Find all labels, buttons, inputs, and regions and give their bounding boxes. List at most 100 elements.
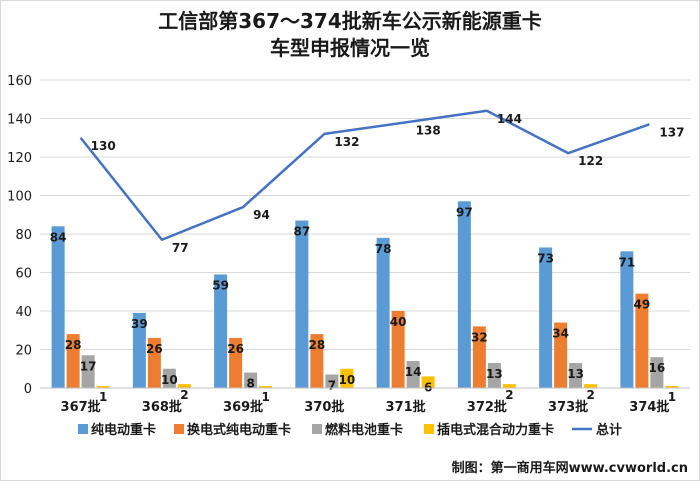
bar-data-label: 10 bbox=[161, 373, 178, 387]
y-tick-label: 140 bbox=[7, 113, 32, 128]
bar-data-label: 34 bbox=[552, 327, 569, 341]
bar-data-label: 13 bbox=[567, 367, 584, 381]
x-tick-label: 369批 bbox=[223, 399, 263, 415]
bar-data-label: 28 bbox=[65, 338, 82, 352]
legend-swatch bbox=[78, 424, 88, 434]
bar-data-label: 2 bbox=[505, 388, 513, 402]
bar-data-label: 14 bbox=[405, 365, 422, 379]
bar-layer bbox=[51, 201, 679, 388]
bar-data-label: 26 bbox=[146, 342, 163, 356]
legend-label: 总计 bbox=[596, 422, 622, 438]
line-data-label: 77 bbox=[172, 241, 189, 255]
total-line bbox=[79, 109, 650, 242]
legend-label: 燃料电池重卡 bbox=[325, 422, 403, 438]
bar bbox=[457, 201, 471, 388]
bar bbox=[244, 372, 258, 388]
bar bbox=[51, 226, 65, 388]
bar-data-label: 6 bbox=[424, 380, 432, 394]
chart-credit: 制图：第一商用车网www.cvworld.cn bbox=[452, 460, 688, 476]
x-tick-label: 368批 bbox=[142, 399, 182, 415]
bar-data-label: 32 bbox=[471, 330, 488, 344]
bar bbox=[66, 334, 80, 388]
legend: 纯电动重卡 换电式纯电动重卡 燃料电池重卡 插电式混合动力重卡 总计 bbox=[78, 422, 622, 438]
legend-swatch bbox=[424, 424, 434, 434]
bar-data-label: 28 bbox=[309, 338, 326, 352]
x-tick-label: 371批 bbox=[386, 399, 426, 415]
legend-label: 换电式纯电动重卡 bbox=[187, 422, 291, 438]
y-tick-label: 80 bbox=[15, 228, 32, 243]
bar bbox=[162, 368, 176, 388]
bar bbox=[295, 220, 309, 388]
line-layer bbox=[79, 109, 650, 242]
bar bbox=[132, 312, 146, 388]
chart-title-line2: 车型申报情况一览 bbox=[270, 36, 430, 60]
x-tick-label: 373批 bbox=[548, 399, 588, 415]
bar-data-label: 59 bbox=[212, 278, 229, 292]
bar bbox=[472, 326, 486, 388]
bar bbox=[650, 357, 664, 388]
line-data-label: 132 bbox=[334, 135, 359, 149]
bar bbox=[502, 384, 516, 388]
line-data-label: 138 bbox=[416, 123, 441, 137]
line-data-label: 137 bbox=[659, 125, 684, 139]
line-data-label: 144 bbox=[497, 112, 522, 126]
bar bbox=[391, 311, 405, 388]
bar bbox=[340, 368, 354, 388]
bar-data-label: 2 bbox=[586, 388, 594, 402]
bar-data-label: 7 bbox=[328, 379, 336, 393]
bar bbox=[539, 247, 553, 388]
x-tick-label: 370批 bbox=[304, 399, 344, 415]
bar bbox=[310, 334, 324, 388]
legend-swatch bbox=[174, 424, 184, 434]
bar bbox=[259, 386, 273, 388]
bar-data-label: 16 bbox=[649, 361, 666, 375]
bar bbox=[214, 274, 228, 388]
y-tick-label: 20 bbox=[15, 344, 32, 359]
bar-data-label: 13 bbox=[486, 367, 503, 381]
bar bbox=[665, 386, 679, 388]
bar-data-label: 1 bbox=[261, 390, 269, 404]
bar-data-label: 1 bbox=[668, 390, 676, 404]
bar-data-label: 39 bbox=[131, 317, 148, 331]
bar-data-label: 8 bbox=[246, 377, 254, 391]
bar bbox=[96, 386, 110, 388]
bar bbox=[147, 337, 161, 388]
bar-data-label: 73 bbox=[537, 251, 554, 265]
bar-data-label: 26 bbox=[227, 342, 244, 356]
line-data-label: 94 bbox=[253, 208, 270, 222]
x-tick-label: 372批 bbox=[467, 399, 507, 415]
bar-data-label: 78 bbox=[375, 242, 392, 256]
legend-swatch bbox=[312, 424, 322, 434]
bar bbox=[584, 384, 598, 388]
y-tick-label: 60 bbox=[15, 267, 32, 282]
y-tick-label: 120 bbox=[7, 151, 32, 166]
x-tick-label: 374批 bbox=[629, 399, 669, 415]
bar-data-label: 17 bbox=[80, 359, 97, 373]
bar bbox=[487, 362, 501, 388]
line-data-label: 122 bbox=[578, 154, 603, 168]
bar-data-label: 84 bbox=[50, 230, 67, 244]
bar bbox=[376, 237, 390, 388]
bar-data-label: 97 bbox=[456, 205, 473, 219]
bar-data-label: 1 bbox=[99, 390, 107, 404]
bar bbox=[554, 322, 568, 388]
y-tick-label: 0 bbox=[24, 382, 32, 397]
y-tick-label: 160 bbox=[7, 74, 32, 89]
bar-data-label: 10 bbox=[339, 373, 356, 387]
bar bbox=[620, 251, 634, 388]
bar-data-label: 40 bbox=[390, 315, 407, 329]
y-tick-label: 40 bbox=[15, 305, 32, 320]
line-data-label: 130 bbox=[91, 139, 116, 153]
bar bbox=[635, 293, 649, 388]
legend-label: 插电式混合动力重卡 bbox=[437, 422, 554, 438]
bar-data-label: 49 bbox=[634, 298, 651, 312]
x-tick-label: 367批 bbox=[61, 399, 101, 415]
bar bbox=[177, 384, 191, 388]
bar bbox=[81, 355, 95, 388]
bar bbox=[229, 337, 243, 388]
bar bbox=[325, 374, 339, 388]
